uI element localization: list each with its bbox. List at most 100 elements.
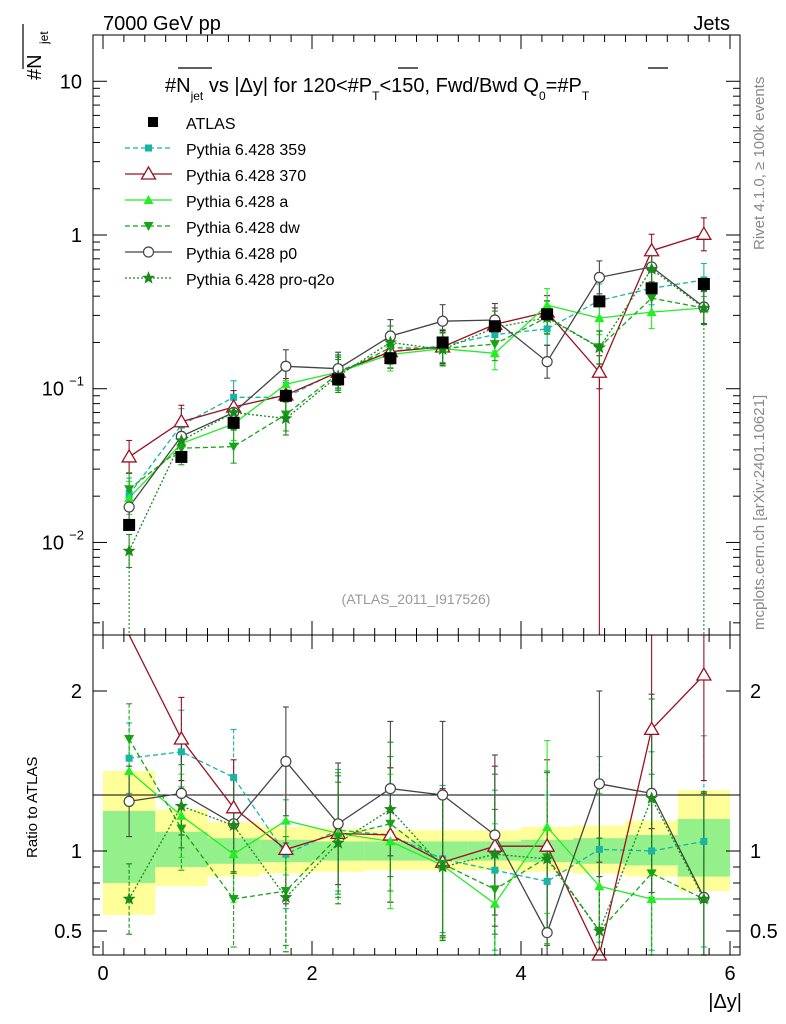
series-point-5: [279, 411, 293, 425]
atlas-data-point: [227, 416, 240, 429]
ratio-point-4: [280, 755, 292, 768]
series-point-1: [173, 413, 190, 428]
legend-marker-atlas: [148, 117, 158, 127]
series-point-3: [489, 340, 500, 350]
ratio-point-5: [645, 791, 659, 804]
ratio-point-1: [695, 666, 713, 681]
main-ylabel-sub: jet: [37, 31, 51, 45]
ratio-point-2: [646, 894, 657, 903]
series-point-4: [593, 271, 605, 283]
legend-label: Pythia 6.428 370: [186, 168, 306, 185]
ratio-ylabel: Ratio to ATLAS: [24, 757, 41, 858]
ratio-point-5: [383, 802, 397, 815]
atlas-data-point: [384, 352, 397, 365]
ratio-point-0: [491, 866, 499, 874]
legend: ATLAS Pythia 6.428 359 Pythia 6.428 370 Pyt…: [125, 116, 335, 289]
series-point-0: [230, 393, 238, 401]
plot-title: #Njet vs |Δy| for 120<#PT<150, Fwd/Bwd Q…: [165, 67, 668, 103]
ratio-point-3: [228, 895, 239, 904]
legend-marker: [143, 195, 154, 204]
ratio-point-3: [489, 885, 500, 895]
main-y-tick-label: 1: [71, 225, 82, 247]
title-a-sub: jet: [190, 89, 204, 103]
series-point-5: [122, 544, 136, 557]
series-point-3: [176, 444, 187, 454]
series-point-4: [541, 356, 553, 368]
atlas-data-point: [488, 320, 501, 333]
ratio-line-1: [128, 634, 705, 957]
ratio-point-4: [123, 795, 135, 808]
ratio-point-0: [595, 845, 603, 853]
ratio-point-4: [541, 926, 553, 939]
ratio-point-3: [646, 869, 657, 879]
ratio-y-tick-label-right: 1: [750, 841, 761, 863]
series-point-4: [123, 501, 135, 513]
series-line-5: [128, 268, 705, 552]
ratio-point-0: [648, 847, 656, 855]
ratio-point-5: [592, 924, 606, 937]
ratio-y-tick-label-left: 0.5: [54, 921, 82, 943]
legend-marker: [140, 165, 157, 180]
title-b: vs |Δy| for 120<#P: [203, 75, 372, 97]
series-point-2: [124, 492, 135, 502]
ratio-y-tick-label-left: 2: [71, 681, 82, 703]
legend-marker: [143, 222, 154, 231]
ratio-point-1: [643, 721, 660, 736]
ratio-point-2: [280, 815, 291, 825]
ratio-point-1: [225, 799, 242, 814]
ratio-x-tick-label: 2: [306, 963, 317, 985]
ratio-point-1: [277, 841, 295, 856]
series-point-5: [383, 335, 397, 348]
series-point-5: [227, 405, 241, 419]
main-y-tick-exponent: −1: [69, 374, 84, 389]
series-line-4: [128, 266, 705, 508]
ratio-point-2: [385, 836, 396, 846]
title-c-sub: 0: [539, 89, 546, 103]
legend-marker: [145, 144, 152, 152]
ratio-point-2: [124, 766, 135, 775]
atlas-data-point: [436, 336, 449, 349]
ratio-line-5: [128, 796, 705, 933]
ratio-point-0: [700, 837, 708, 845]
series-point-4: [437, 315, 449, 327]
series-point-2: [489, 348, 500, 358]
legend-label: Pythia 6.428 p0: [186, 246, 297, 263]
ratio-point-3: [124, 735, 135, 744]
series-point-2: [646, 307, 657, 317]
title-a: #N: [165, 75, 191, 97]
ratio-x-tick-label: 6: [724, 963, 735, 985]
ratio-y-tick-label-right: 0.5: [750, 921, 778, 943]
atlas-data-point: [541, 308, 554, 321]
atlas-data-point: [175, 450, 188, 463]
series-point-3: [228, 442, 239, 452]
legend-marker: [142, 271, 155, 284]
ratio-point-5: [227, 818, 241, 831]
ratio-point-4: [593, 778, 605, 790]
ratio-y-tick-label-left: 1: [71, 841, 82, 863]
ratio-line-2: [128, 770, 704, 905]
legend-label: Pythia 6.428 359: [186, 142, 306, 159]
ratio-point-5: [122, 892, 136, 905]
header-right: Jets: [693, 13, 730, 35]
ratio-point-2: [489, 898, 500, 908]
title-c: <150, Fwd/Bwd Q: [379, 75, 539, 97]
series-point-5: [645, 262, 659, 275]
series-point-1: [591, 363, 608, 378]
series-point-1: [643, 242, 660, 257]
ratio-point-0: [177, 748, 185, 756]
legend-label: Pythia 6.428 pro-q2o: [186, 272, 335, 289]
ratio-point-3: [176, 824, 187, 834]
ratio-point-4: [384, 782, 396, 795]
main-ylabel: #N jet: [22, 24, 51, 80]
series-point-2: [542, 300, 553, 310]
mcplots-label: mcplots.cern.ch [arXiv:2401.10621]: [751, 395, 768, 630]
ratio-point-5: [540, 852, 554, 865]
ratio-point-2: [594, 881, 605, 891]
analysis-watermark: (ATLAS_2011_I917526): [342, 591, 491, 607]
series-point-5: [174, 433, 188, 447]
series-point-4: [280, 360, 292, 372]
main-ylabel-text: #N: [24, 54, 46, 80]
ratio-point-2: [176, 810, 187, 820]
